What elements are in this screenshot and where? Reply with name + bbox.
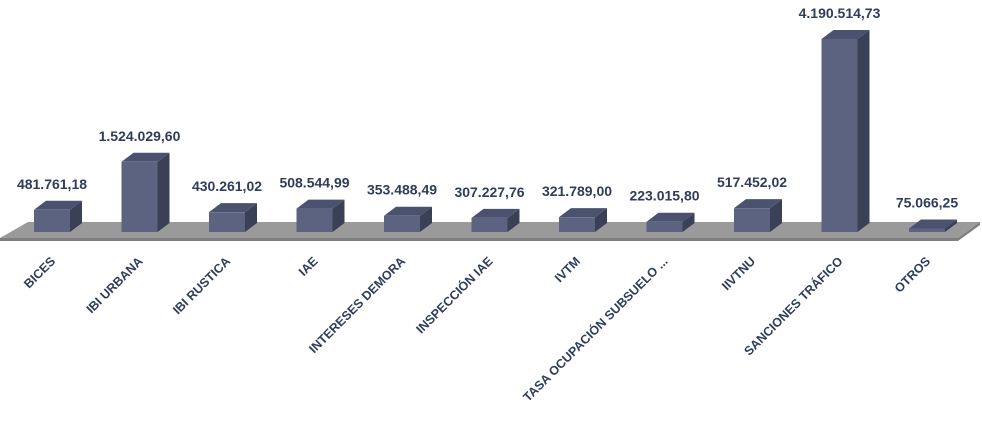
category-label: IVTM bbox=[552, 254, 583, 285]
bar-3 bbox=[209, 203, 257, 232]
bar-6 bbox=[471, 208, 520, 232]
bar-front bbox=[296, 208, 333, 232]
bar-top bbox=[646, 212, 695, 222]
bar-2 bbox=[121, 152, 170, 232]
bar-front bbox=[471, 217, 508, 232]
bar-front bbox=[734, 208, 770, 232]
category-label: SANCIONES TRÁFICO bbox=[741, 253, 846, 358]
bar-side bbox=[682, 212, 695, 232]
bar-side bbox=[332, 199, 345, 232]
bar-top bbox=[209, 203, 257, 213]
data-label: 481.761,18 bbox=[17, 176, 87, 192]
category-label: IAE bbox=[296, 254, 321, 279]
data-label: 517.452,02 bbox=[717, 174, 787, 190]
data-label: 321.789,00 bbox=[542, 183, 612, 199]
category-label: IBI RUSTICA bbox=[170, 254, 233, 317]
bar-1 bbox=[34, 200, 82, 232]
category-label: OTROS bbox=[892, 254, 933, 295]
bar-7 bbox=[559, 208, 607, 232]
data-label: 307.227,76 bbox=[454, 184, 524, 200]
bar-top bbox=[34, 200, 82, 210]
category-label: BICES bbox=[21, 254, 58, 291]
bar-side bbox=[770, 199, 782, 232]
bar-side bbox=[245, 203, 257, 232]
data-label: 4.190.514,73 bbox=[799, 5, 881, 21]
data-label: 353.488,49 bbox=[367, 182, 437, 198]
bar-top bbox=[734, 199, 782, 209]
data-label: 1.524.029,60 bbox=[99, 128, 181, 144]
bar-side bbox=[857, 30, 870, 232]
bar-4 bbox=[296, 199, 345, 232]
bar-side bbox=[507, 208, 520, 232]
bar-top bbox=[559, 208, 607, 218]
bar-front bbox=[821, 39, 858, 232]
bar-9 bbox=[734, 199, 782, 232]
bar-10 bbox=[821, 30, 870, 232]
bar-front bbox=[559, 217, 595, 232]
category-label: IBI URBANA bbox=[84, 254, 146, 316]
bar-top bbox=[821, 30, 870, 39]
bar-side bbox=[157, 152, 170, 232]
bar-top bbox=[384, 206, 432, 216]
bars-group bbox=[34, 30, 957, 232]
chart-floor-edge bbox=[0, 222, 980, 241]
bar-front bbox=[384, 215, 420, 232]
bar-front bbox=[209, 212, 245, 232]
bar-8 bbox=[646, 212, 695, 232]
bar-side bbox=[420, 206, 432, 232]
category-label: TASA OCUPACIÓN SUBSUELO ... bbox=[520, 254, 671, 405]
bar-top bbox=[121, 152, 170, 162]
data-label: 75.066,25 bbox=[896, 195, 958, 211]
bar-side bbox=[945, 219, 957, 232]
bar-front bbox=[646, 221, 683, 232]
bar-5 bbox=[384, 206, 432, 232]
category-label: INSPECCIÓN IAE bbox=[413, 254, 496, 337]
data-label: 223.015,80 bbox=[629, 188, 699, 204]
bar-front bbox=[909, 228, 945, 232]
bar-top bbox=[296, 199, 345, 209]
bar-11 bbox=[909, 219, 957, 232]
bar-front bbox=[121, 161, 158, 232]
category-label: INTERESES DEMORA bbox=[306, 254, 408, 356]
bar-front bbox=[34, 209, 70, 232]
bar-side bbox=[70, 200, 82, 232]
data-labels-group: 481.761,18 1.524.029,60 430.261,02 508.544,… bbox=[17, 5, 958, 211]
category-label: IIVTNU bbox=[719, 254, 758, 293]
bar-side bbox=[595, 208, 607, 232]
bar-top bbox=[909, 219, 957, 229]
bar-top bbox=[471, 208, 520, 218]
data-label: 430.261,02 bbox=[192, 178, 262, 194]
data-label: 508.544,99 bbox=[279, 175, 349, 191]
